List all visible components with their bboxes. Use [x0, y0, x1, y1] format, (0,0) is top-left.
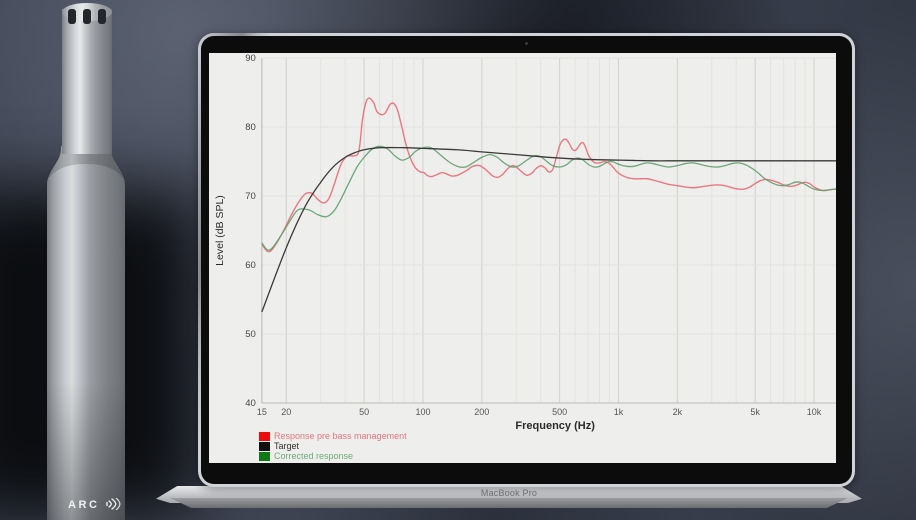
svg-text:200: 200 — [474, 407, 489, 417]
svg-text:90: 90 — [245, 53, 256, 64]
svg-text:Level (dB SPL): Level (dB SPL) — [214, 195, 226, 266]
svg-text:50: 50 — [359, 407, 369, 417]
svg-text:100: 100 — [415, 407, 430, 417]
svg-text:80: 80 — [245, 122, 256, 133]
svg-text:50: 50 — [245, 329, 256, 340]
svg-text:500: 500 — [552, 407, 567, 417]
svg-text:70: 70 — [245, 191, 256, 202]
svg-text:20: 20 — [281, 407, 291, 417]
svg-text:Frequency (Hz): Frequency (Hz) — [515, 420, 595, 432]
svg-text:2k: 2k — [673, 407, 683, 417]
svg-text:40: 40 — [245, 398, 256, 409]
svg-text:60: 60 — [245, 260, 256, 271]
svg-text:1k: 1k — [614, 407, 624, 417]
svg-text:5k: 5k — [750, 407, 760, 417]
svg-text:15: 15 — [257, 407, 267, 417]
svg-text:10k: 10k — [807, 407, 822, 417]
